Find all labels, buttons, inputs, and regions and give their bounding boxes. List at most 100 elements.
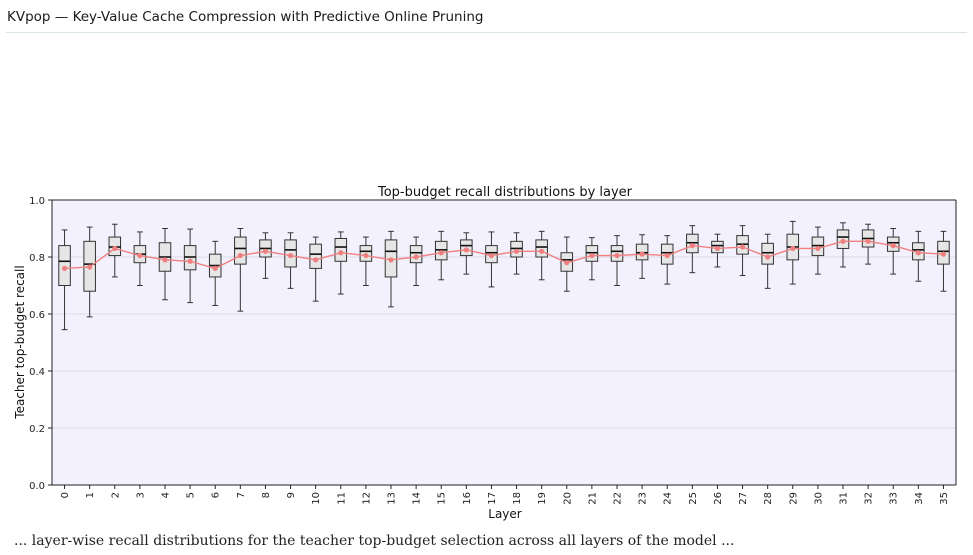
box-layer-7 — [234, 228, 247, 312]
x-tick-label: 4 — [161, 492, 172, 498]
mean-series — [61, 238, 947, 271]
mean-marker — [187, 258, 193, 264]
x-tick-label: 20 — [562, 492, 573, 505]
iqr-box — [58, 245, 71, 287]
mean-marker — [940, 251, 947, 257]
mean-marker — [790, 245, 796, 252]
x-tick-label: 33 — [889, 492, 900, 505]
mean-marker — [61, 265, 68, 271]
x-tick-label: 7 — [236, 492, 247, 498]
x-tick-label: 15 — [437, 492, 448, 505]
mean-marker — [639, 251, 645, 257]
x-tick-label: 12 — [361, 492, 372, 505]
axes: 0.00.20.40.60.81.00 1 2 3 4 5 6 7 8 9 10 11 12 13 14 15… — [29, 196, 957, 505]
mean-marker — [137, 252, 143, 259]
mean-marker — [840, 238, 846, 244]
page-header: KVpop — Key-Value Cache Compression with… — [6, 6, 967, 33]
x-tick-label: 30 — [813, 492, 824, 505]
x-tick-label: 3 — [135, 492, 146, 498]
x-tick-label: 5 — [186, 492, 197, 498]
box-layer-19 — [535, 230, 548, 281]
mean-marker — [237, 252, 243, 259]
mean-marker — [212, 265, 218, 271]
x-tick-label: 18 — [512, 492, 523, 505]
mean-marker — [739, 244, 746, 250]
x-tick-label: 34 — [914, 492, 925, 505]
mean-marker — [614, 252, 620, 259]
x-tick-label: 16 — [462, 492, 473, 505]
box-layer-8 — [259, 232, 272, 279]
x-axis-label: Layer — [488, 507, 522, 521]
mean-marker — [112, 245, 118, 252]
x-tick-label: 13 — [387, 492, 398, 505]
iqr-box — [234, 236, 247, 265]
x-tick-label: 32 — [864, 492, 875, 505]
x-tick-label: 2 — [110, 492, 121, 498]
page-title: KVpop — Key-Value Cache Compression with… — [7, 9, 484, 25]
box-layer-28 — [761, 233, 774, 289]
iqr-box — [409, 245, 423, 264]
y-tick-label: 0.6 — [29, 310, 45, 321]
mean-marker — [564, 260, 570, 266]
x-tick-label: 10 — [311, 492, 322, 505]
x-tick-label: 8 — [261, 492, 272, 498]
iqr-box — [309, 243, 322, 269]
mean-marker — [815, 245, 821, 252]
x-tick-label: 27 — [738, 492, 749, 505]
x-tick-label: 1 — [85, 492, 96, 498]
box-layer-6 — [208, 240, 222, 306]
x-tick-label: 6 — [211, 492, 222, 498]
mean-marker — [488, 252, 495, 259]
mean-marker — [313, 257, 319, 263]
y-tick-label: 0.2 — [29, 424, 45, 435]
mean-marker — [539, 248, 545, 254]
mean-marker — [388, 257, 394, 263]
mean-marker — [363, 252, 369, 259]
box-layer-4 — [158, 228, 172, 301]
mean-marker — [513, 248, 520, 254]
mean-marker — [890, 243, 896, 249]
chart-title: Top-budget recall distributions by layer — [377, 185, 633, 200]
iqr-box — [535, 239, 548, 258]
x-tick-label: 35 — [939, 492, 950, 505]
y-tick-label: 0.0 — [29, 481, 45, 492]
x-tick-label: 11 — [336, 492, 347, 505]
box-layer-11 — [334, 231, 348, 295]
mean-marker — [287, 252, 294, 259]
box-layer-0 — [58, 229, 71, 331]
x-tick-label: 29 — [788, 492, 799, 505]
x-tick-label: 28 — [763, 492, 774, 505]
box-layer-32 — [861, 223, 875, 265]
x-tick-label: 26 — [713, 492, 724, 505]
box-layer-10 — [309, 236, 322, 302]
y-tick-label: 0.8 — [29, 253, 45, 264]
mean-marker — [689, 243, 695, 249]
x-tick-label: 25 — [688, 492, 699, 505]
mean-marker — [765, 254, 771, 260]
mean-marker — [463, 247, 469, 253]
mean-marker — [438, 250, 444, 256]
iqr-box — [761, 242, 774, 265]
x-tick-label: 14 — [412, 492, 423, 505]
box-layer-5 — [183, 228, 197, 304]
x-tick-label: 23 — [638, 492, 649, 505]
plot-area — [52, 200, 956, 485]
x-tick-label: 9 — [286, 492, 297, 498]
mean-marker — [162, 257, 168, 263]
x-tick-label: 22 — [613, 492, 624, 505]
mean-marker — [262, 248, 269, 254]
x-tick-label: 17 — [487, 492, 498, 505]
iqr-box — [334, 237, 348, 262]
mean-marker — [865, 238, 871, 244]
mean-marker — [87, 264, 93, 270]
mean-marker — [915, 250, 921, 256]
footer-caption: ... layer-wise recall distributions for … — [14, 533, 735, 549]
box-layer-14 — [409, 236, 423, 286]
mean-marker — [589, 252, 595, 259]
y-axis-label: Teacher top-budget recall — [13, 265, 27, 419]
x-tick-label: 21 — [587, 492, 598, 505]
x-tick-label: 24 — [663, 492, 674, 505]
mean-line — [64, 240, 944, 270]
